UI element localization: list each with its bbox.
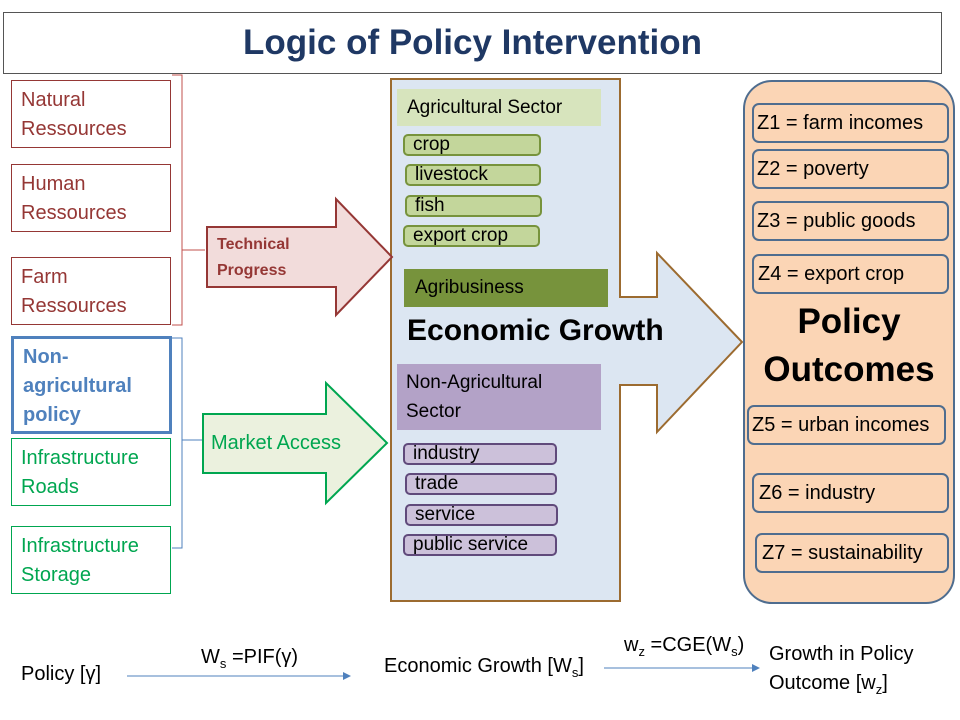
resource-human: Human Ressources (11, 164, 171, 232)
policy-outcomes-title: Policy Outcomes (763, 302, 935, 389)
outcome-z3: Z3 = public goods (752, 201, 949, 241)
title-box: Logic of Policy Intervention (3, 12, 942, 74)
resource-infrastructure-roads: Infrastructure Roads (11, 438, 171, 506)
growth-arrow (619, 250, 744, 435)
non-agricultural-sector-label: Non-Agricultural Sector (397, 364, 601, 430)
resource-natural: Natural Ressources (11, 80, 171, 148)
nonagri-item-industry: industry (403, 443, 557, 465)
outcome-z5: Z5 = urban incomes (747, 405, 946, 445)
market-access-arrow (202, 380, 389, 506)
outcome-z6: Z6 = industry (752, 473, 949, 513)
nonagri-item-trade: trade (405, 473, 557, 495)
growth-policy-outcome-label: Growth in Policy Outcome [wz] (769, 643, 914, 697)
ws-formula: Ws =PIF(γ) (201, 646, 299, 671)
technical-progress-arrow (206, 196, 394, 318)
policy-gamma-label: Policy [γ] (21, 663, 102, 685)
agri-item-livestock: livestock (405, 164, 541, 186)
agri-item-export-crop: export crop (403, 225, 540, 247)
outcome-z7: Z7 = sustainability (755, 533, 949, 573)
economic-growth-ws-label: Economic Growth [Ws] (384, 655, 584, 680)
nonagri-item-public-service: public service (403, 534, 557, 556)
bracket-technical (172, 74, 205, 326)
bracket-market (172, 337, 205, 549)
economic-growth-label: Economic Growth (407, 314, 664, 347)
agricultural-sector-label: Agricultural Sector (397, 89, 601, 126)
agribusiness-label: Agribusiness (404, 269, 608, 307)
outcome-z1: Z1 = farm incomes (752, 103, 949, 143)
arrow-head-1 (343, 672, 351, 680)
nonagri-item-service: service (405, 504, 558, 526)
outcome-z4: Z4 = export crop (752, 254, 949, 294)
market-access-label: Market Access (211, 432, 342, 454)
agri-item-crop: crop (403, 134, 541, 156)
agri-item-fish: fish (405, 195, 542, 217)
outcome-z2: Z2 = poverty (752, 149, 949, 189)
resource-infrastructure-storage: Infrastructure Storage (11, 526, 171, 594)
resource-farm: Farm Ressources (11, 257, 171, 325)
wz-formula: wz =CGE(Ws) (624, 634, 745, 659)
page-title: Logic of Policy Intervention (243, 23, 702, 62)
resource-non-agricultural-policy: Non- agricultural policy (11, 336, 172, 434)
arrow-head-2 (752, 664, 760, 672)
technical-progress-label: Technical Progress (217, 236, 290, 279)
